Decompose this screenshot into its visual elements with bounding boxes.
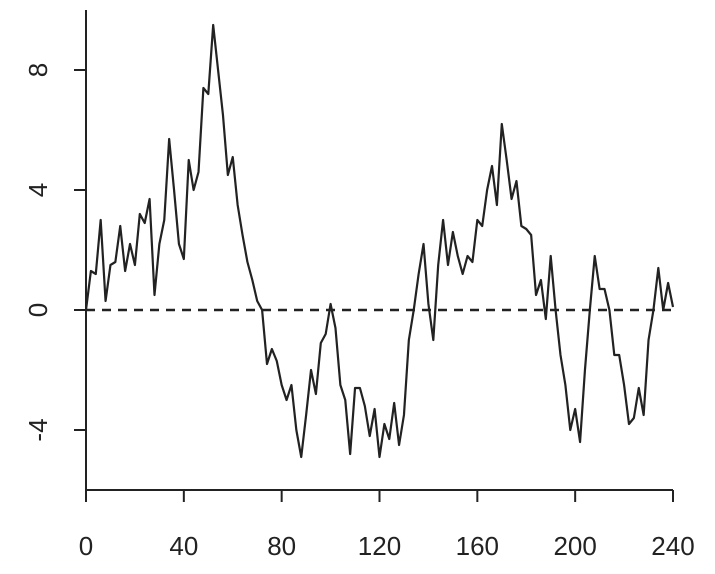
x-tick-label: 120: [358, 531, 401, 561]
y-tick-label: 4: [23, 183, 53, 197]
x-tick-label: 160: [456, 531, 499, 561]
x-tick-label: 240: [651, 531, 694, 561]
y-tick-label: -4: [23, 418, 53, 441]
x-tick-label: 80: [267, 531, 296, 561]
x-tick-label: 40: [169, 531, 198, 561]
x-tick-label: 0: [79, 531, 93, 561]
y-tick-label: 0: [23, 303, 53, 317]
x-tick-label: 200: [553, 531, 596, 561]
y-tick-label: 8: [23, 63, 53, 77]
data-line: [84, 23, 675, 459]
